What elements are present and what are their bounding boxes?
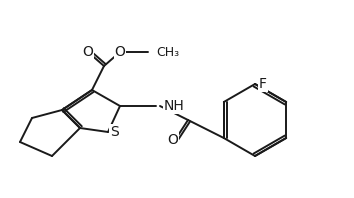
Text: S: S [110,125,119,139]
Text: O: O [82,45,93,59]
Text: NH: NH [164,99,185,113]
Text: CH₃: CH₃ [156,46,179,58]
Text: F: F [259,77,267,91]
Text: O: O [115,45,125,59]
Text: O: O [167,133,178,147]
